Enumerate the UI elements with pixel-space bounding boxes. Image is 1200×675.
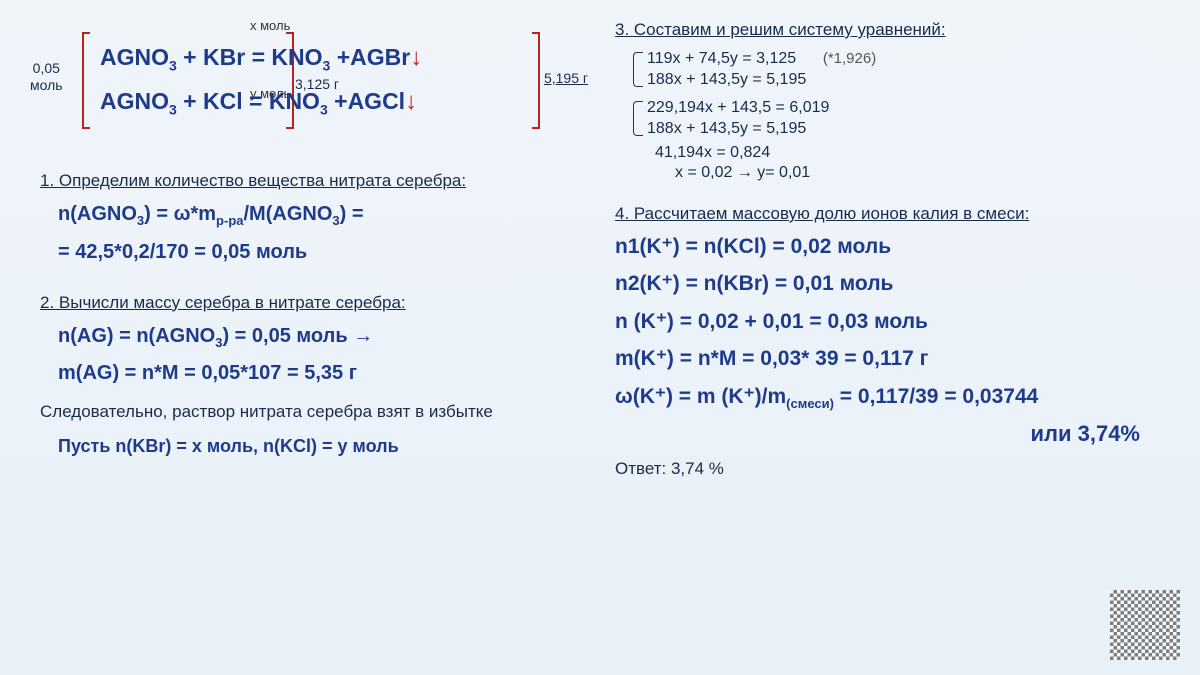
- x-mole-note: х моль: [250, 18, 290, 33]
- step4-or: или 3,74%: [615, 421, 1140, 447]
- system-1: 119x + 74,5y = 3,125 (*1,926) 188x + 143…: [625, 50, 1160, 89]
- equation-1: AGNO3 + KBr = KNO3 +AGBr↓: [100, 44, 540, 74]
- step1-calc-1: n(AGNO3) = ω*mр-ра/M(AGNO3) =: [58, 199, 585, 231]
- step2-calc-1: n(AG) = n(AGNO3) = 0,05 моль →: [58, 321, 585, 353]
- equation-2: AGNO3 + KCl = KNO3 +AGCl↓: [100, 88, 540, 118]
- step1-heading: 1. Определим количество вещества нитрата…: [40, 171, 585, 191]
- page-container: 0,05 моль 5,195 г 3,125 г х моль AGNO3 +…: [40, 20, 1160, 655]
- brace-icon: [633, 52, 643, 87]
- mass-right-label: 5,195 г: [544, 70, 588, 86]
- brace-icon: [633, 101, 643, 136]
- step4-l4: m(K⁺) = n*M = 0,03* 39 = 0,117 г: [615, 344, 1160, 373]
- result-2: x = 0,02 → y= 0,01: [675, 164, 1160, 182]
- system-2: 229,194x + 143,5 = 6,019 188x + 143,5y =…: [625, 99, 1160, 138]
- sys2-line2: 188x + 143,5y = 5,195: [647, 120, 1160, 138]
- bracket-left: [82, 32, 90, 129]
- sys1-line1: 119x + 74,5y = 3,125 (*1,926): [647, 50, 1160, 68]
- step4-l1: n1(K⁺) = n(KCl) = 0,02 моль: [615, 232, 1160, 261]
- sys2-line1: 229,194x + 143,5 = 6,019: [647, 99, 1160, 117]
- result-1: 41,194x = 0,824: [655, 144, 1160, 162]
- right-column: 3. Составим и решим систему уравнений: 1…: [615, 20, 1160, 655]
- equation-block: 0,05 моль 5,195 г 3,125 г х моль AGNO3 +…: [40, 20, 540, 141]
- step4-l2: n2(K⁺) = n(KBr) = 0,01 моль: [615, 269, 1160, 298]
- sys1-line2: 188x + 143,5y = 5,195: [647, 71, 1160, 89]
- excess-note: Следовательно, раствор нитрата серебра в…: [40, 402, 585, 422]
- qr-code-icon: [1110, 590, 1180, 660]
- left-column: 0,05 моль 5,195 г 3,125 г х моль AGNO3 +…: [40, 20, 585, 655]
- step4-heading: 4. Рассчитаем массовую долю ионов калия …: [615, 204, 1160, 224]
- let-statement: Пусть n(KBr) = x моль, n(KCl) = у моль: [58, 436, 585, 457]
- precipitate-arrow-icon: ↓: [410, 44, 422, 71]
- step2-calc-2: m(AG) = n*M = 0,05*107 = 5,35 г: [58, 358, 585, 388]
- moles-left-label: 0,05 моль: [30, 60, 63, 94]
- step2-heading: 2. Вычисли массу серебра в нитрате сереб…: [40, 293, 585, 313]
- step4-l3: n (K⁺) = 0,02 + 0,01 = 0,03 моль: [615, 307, 1160, 336]
- step1-calc-2: = 42,5*0,2/170 = 0,05 моль: [58, 237, 585, 267]
- step4-l5: ω(K⁺) = m (K⁺)/m(смеси) = 0,117/39 = 0,0…: [615, 382, 1160, 413]
- final-answer: Ответ: 3,74 %: [615, 459, 1160, 479]
- step3-heading: 3. Составим и решим систему уравнений:: [615, 20, 1160, 40]
- precipitate-arrow-icon: ↓: [405, 88, 417, 115]
